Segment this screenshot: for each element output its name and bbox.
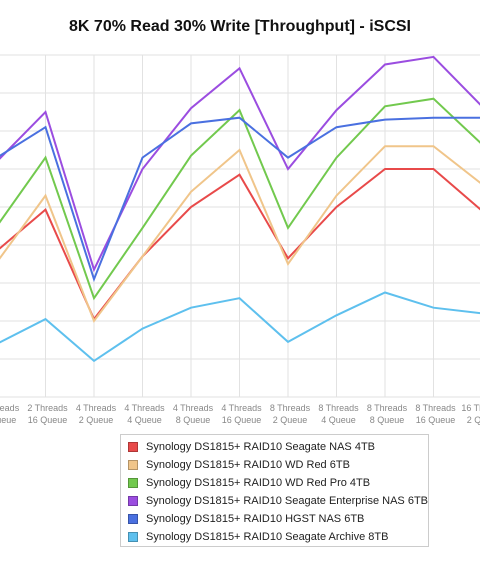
- legend-item: Synology DS1815+ RAID10 Seagate NAS 4TB: [121, 438, 428, 456]
- series-line-2: [0, 97, 480, 301]
- legend-swatch: [128, 442, 138, 452]
- series-line-3: [0, 55, 480, 273]
- series-lines: [0, 55, 480, 363]
- series-line-4: [0, 116, 480, 283]
- legend: Synology DS1815+ RAID10 Seagate NAS 4TB S…: [120, 434, 429, 547]
- x-tick-label: 4 Threads 4 Queue: [124, 403, 165, 425]
- series-line-0: [0, 168, 480, 322]
- x-tick-label: 2 Threads 16 Queue: [27, 403, 68, 425]
- x-tick-label: 8 Threads 2 Queue: [270, 403, 311, 425]
- legend-swatch: [128, 496, 138, 506]
- x-tick-label: 8 Threads 8 Queue: [367, 403, 408, 425]
- grid-layer: [0, 54, 480, 398]
- x-tick-label: 4 Threads 16 Queue: [221, 403, 262, 425]
- x-tick-label: 8 Threads 16 Queue: [415, 403, 456, 425]
- series-line-5: [0, 291, 480, 363]
- legend-item: Synology DS1815+ RAID10 HGST NAS 6TB: [121, 510, 428, 528]
- x-tick-label: 4 Threads 2 Queue: [76, 403, 117, 425]
- legend-swatch: [128, 460, 138, 470]
- legend-item: Synology DS1815+ RAID10 Seagate Archive …: [121, 528, 428, 546]
- legend-swatch: [128, 514, 138, 524]
- legend-label: Synology DS1815+ RAID10 WD Red Pro 4TB: [146, 477, 371, 489]
- x-tick-label: 4 Threads 8 Queue: [173, 403, 214, 425]
- legend-label: Synology DS1815+ RAID10 Seagate Enterpri…: [145, 495, 428, 507]
- legend-label: Synology DS1815+ RAID10 Seagate NAS 4TB: [146, 441, 375, 453]
- legend-label: Synology DS1815+ RAID10 WD Red 6TB: [146, 459, 350, 471]
- series-line-1: [0, 145, 480, 324]
- x-tick-label: 8 Threads 4 Queue: [318, 403, 359, 425]
- legend-item: Synology DS1815+ RAID10 Seagate Enterpri…: [121, 492, 428, 510]
- legend-item: Synology DS1815+ RAID10 WD Red 6TB: [121, 456, 428, 474]
- chart-title: 8K 70% Read 30% Write [Throughput] - iSC…: [69, 18, 411, 35]
- legend-label: Synology DS1815+ RAID10 HGST NAS 6TB: [146, 513, 365, 525]
- legend-swatch: [128, 478, 138, 488]
- legend-item: Synology DS1815+ RAID10 WD Red Pro 4TB: [121, 474, 428, 492]
- legend-swatch: [128, 532, 138, 542]
- legend-label: Synology DS1815+ RAID10 Seagate Archive …: [146, 531, 389, 543]
